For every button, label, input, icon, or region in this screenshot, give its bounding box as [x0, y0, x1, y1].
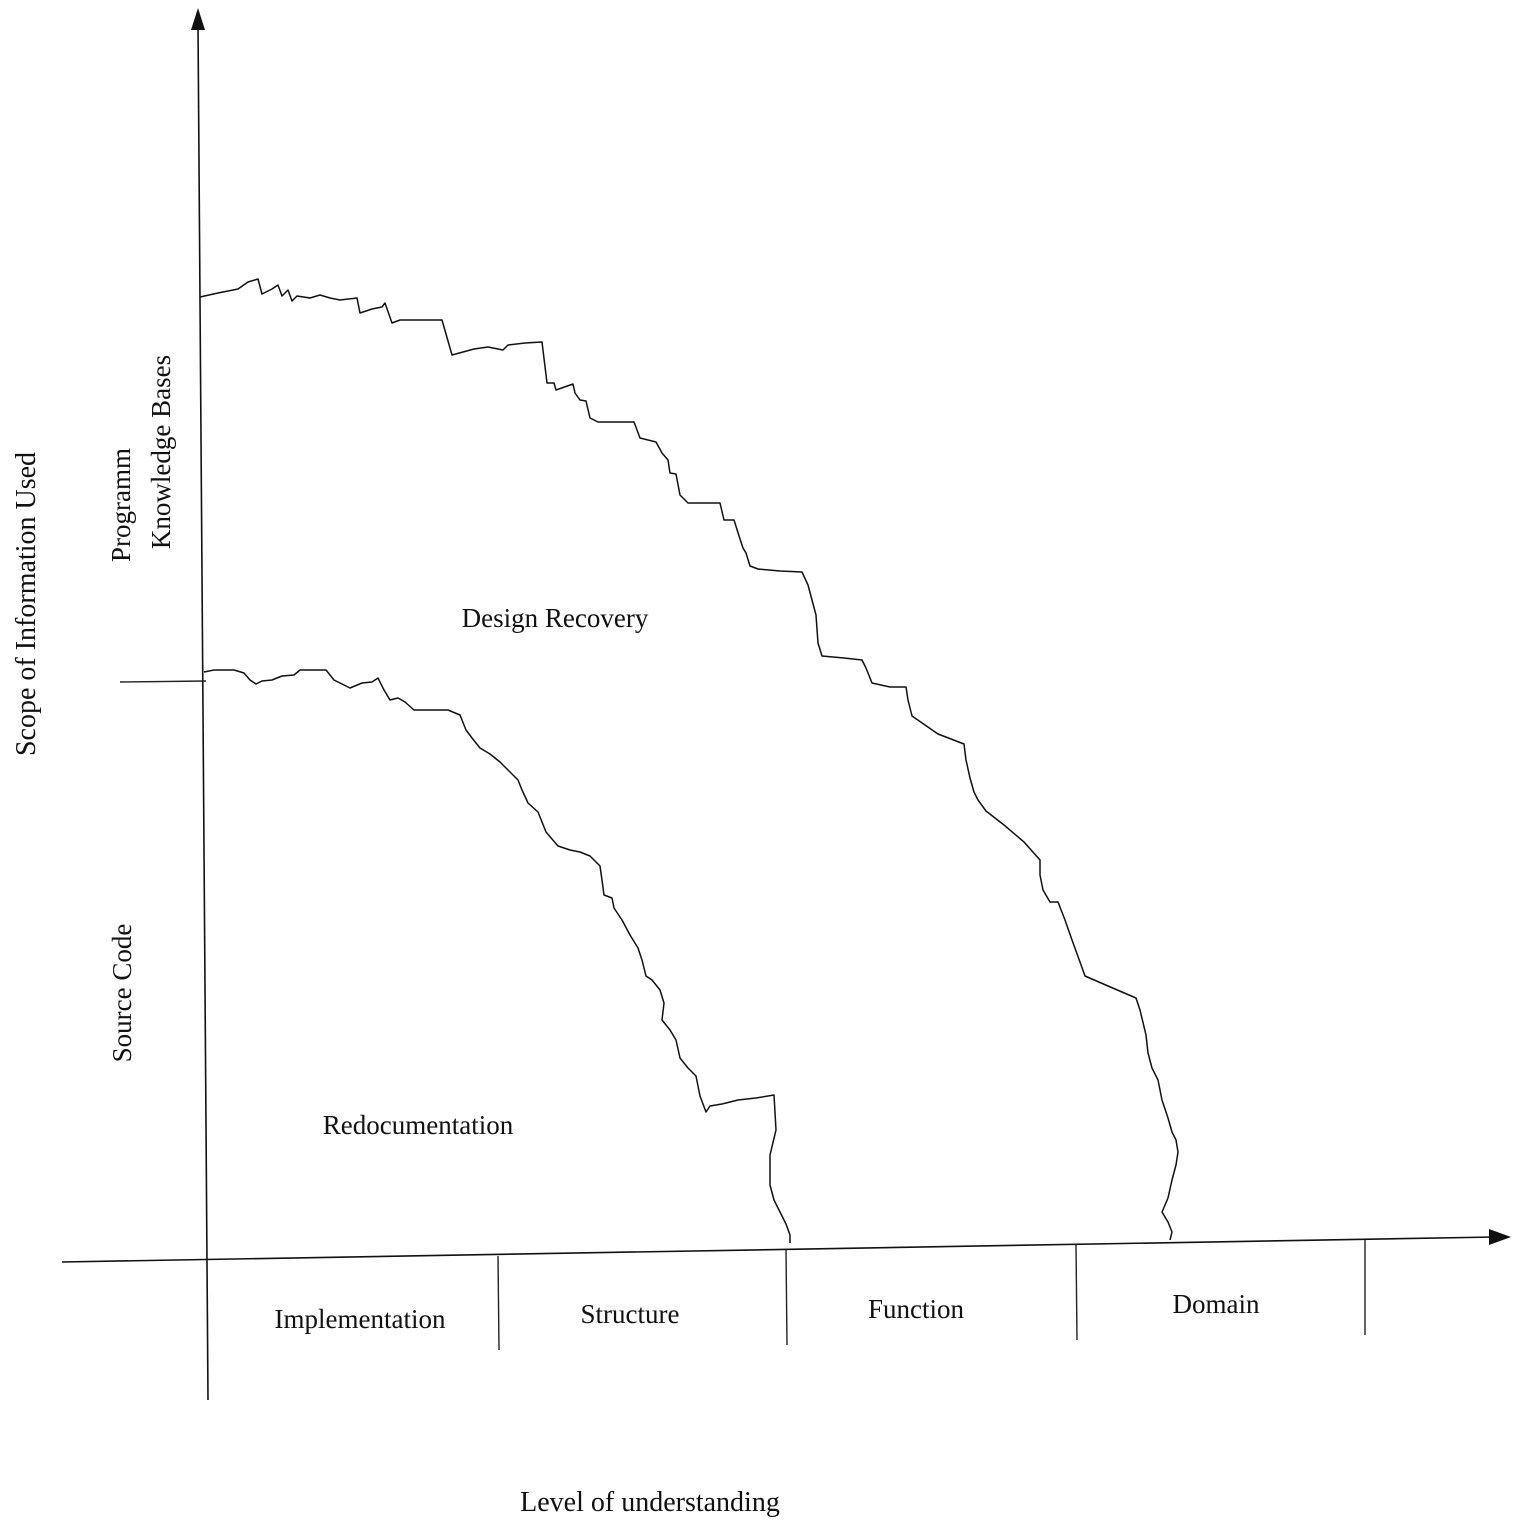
y-axis-arrowhead — [191, 8, 205, 30]
redocumentation-boundary — [203, 669, 791, 1243]
x-level-label-function: Function — [868, 1294, 965, 1324]
x-level-label-structure: Structure — [581, 1299, 680, 1329]
x-level-divider — [1075, 1244, 1078, 1341]
x-level-divider — [497, 1255, 500, 1351]
x-axis-line — [61, 1236, 1496, 1263]
redocumentation-label: Redocumentation — [323, 1110, 514, 1140]
x-axis-title: Level of understanding — [520, 1487, 780, 1518]
y-band-label-lower: Source Code — [107, 924, 137, 1063]
x-level-divider — [785, 1249, 788, 1346]
y-band-label-upper-line2: Knowledge Bases — [146, 355, 176, 549]
x-level-label-implementation: Implementation — [275, 1304, 446, 1334]
x-level-label-domain: Domain — [1173, 1289, 1260, 1319]
x-axis-arrowhead — [1489, 1229, 1511, 1245]
y-axis-title: Scope of Information Used — [11, 452, 42, 756]
design-recovery-boundary — [199, 278, 1179, 1241]
y-band-label-upper-line1: Programm — [106, 448, 136, 562]
y-band-divider — [119, 680, 207, 683]
y-axis-line — [197, 24, 209, 1401]
design-recovery-label: Design Recovery — [462, 603, 649, 633]
